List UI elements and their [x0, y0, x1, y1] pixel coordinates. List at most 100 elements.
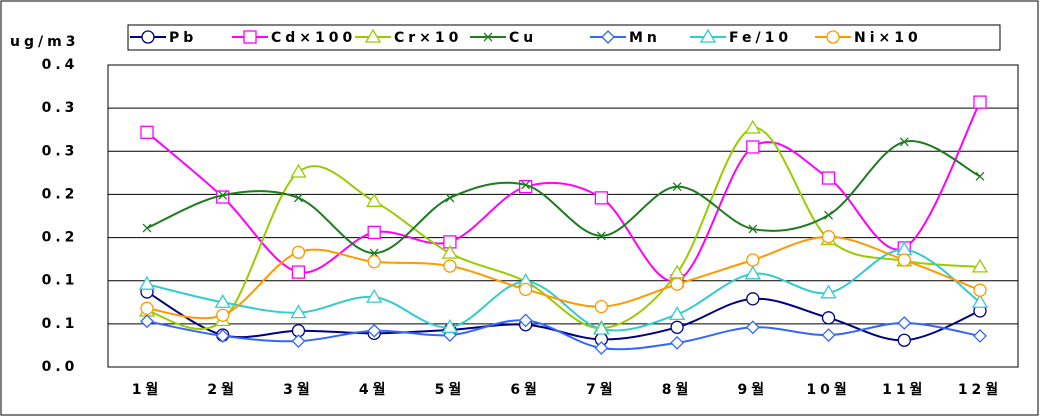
- marker: [290, 304, 307, 319]
- marker: [594, 299, 609, 314]
- marker: [594, 191, 609, 205]
- marker: [971, 258, 989, 273]
- y-tick-label: 0.2: [42, 186, 79, 202]
- x-tick-label: 12월: [958, 381, 1002, 398]
- marker: [746, 253, 760, 267]
- marker: [140, 125, 154, 139]
- marker: [971, 293, 989, 308]
- legend-marker: [483, 32, 493, 42]
- legend-label: Fe/10: [729, 30, 792, 46]
- marker: [746, 140, 760, 154]
- legend-marker: [601, 30, 615, 44]
- marker: [518, 313, 533, 328]
- legend-label: Cr×10: [394, 30, 462, 46]
- legend-marker: [141, 30, 155, 44]
- marker: [443, 259, 457, 273]
- marker: [973, 95, 987, 109]
- marker: [748, 224, 758, 234]
- y-tick-label: 0.1: [42, 273, 79, 289]
- x-tick-label: 4월: [359, 381, 390, 398]
- marker: [897, 333, 911, 347]
- marker: [441, 319, 459, 333]
- marker: [820, 284, 837, 299]
- legend-label: Cu: [509, 30, 537, 46]
- marker: [214, 293, 231, 308]
- marker: [746, 292, 760, 306]
- y-tick-label: 0.4: [42, 57, 79, 73]
- legend-marker: [699, 28, 717, 43]
- marker: [518, 282, 533, 296]
- marker: [973, 329, 987, 343]
- marker: [668, 306, 686, 321]
- marker: [596, 231, 606, 241]
- marker: [973, 283, 987, 297]
- marker: [744, 119, 761, 134]
- plot-area: [107, 64, 1019, 368]
- marker: [291, 334, 306, 349]
- series-line: [146, 291, 981, 342]
- marker: [897, 253, 911, 267]
- marker: [670, 320, 684, 334]
- marker: [366, 288, 383, 303]
- legend-marker: [826, 30, 840, 44]
- marker: [975, 171, 985, 181]
- marker: [290, 163, 307, 178]
- marker: [366, 193, 383, 207]
- legend-label: Pb: [169, 30, 197, 46]
- marker: [441, 244, 459, 259]
- marker: [293, 193, 303, 203]
- y-axis-label: ug/m3: [10, 34, 79, 50]
- y-tick-label: 0.0: [42, 359, 79, 375]
- marker: [216, 308, 230, 322]
- legend-marker: [243, 30, 257, 44]
- marker: [218, 190, 228, 200]
- legend-marker: [364, 28, 382, 43]
- marker: [138, 275, 156, 290]
- x-tick-label: 5월: [435, 381, 466, 398]
- marker: [897, 316, 912, 330]
- marker: [670, 335, 685, 350]
- x-tick-label: 11월: [882, 381, 926, 398]
- y-tick-label: 0.3: [42, 143, 79, 159]
- marker: [824, 210, 834, 220]
- marker: [291, 245, 306, 259]
- marker: [670, 277, 684, 291]
- y-tick-label: 0.1: [42, 316, 79, 332]
- marker: [367, 255, 381, 269]
- y-tick-label: 0.3: [42, 100, 79, 116]
- marker: [140, 314, 154, 329]
- marker: [821, 311, 836, 325]
- x-tick-label: 9월: [738, 381, 769, 398]
- marker: [142, 223, 152, 233]
- marker: [821, 230, 836, 244]
- x-tick-label: 1월: [132, 381, 163, 398]
- x-tick-label: 6월: [510, 381, 541, 398]
- x-tick-label: 3월: [283, 381, 314, 398]
- marker: [899, 137, 909, 147]
- marker: [821, 328, 836, 342]
- marker: [672, 182, 682, 192]
- x-tick-label: 7월: [586, 381, 617, 398]
- x-tick-label: 2월: [207, 381, 238, 398]
- legend-label: Mn: [629, 30, 661, 46]
- marker: [593, 320, 610, 335]
- legend-label: Ni×10: [854, 30, 922, 46]
- x-tick-label: 8월: [662, 381, 693, 398]
- marker: [367, 225, 381, 240]
- marker: [442, 328, 457, 342]
- legend-box: [127, 24, 1001, 51]
- marker: [744, 265, 761, 280]
- marker: [291, 265, 306, 279]
- marker: [821, 171, 836, 185]
- marker: [215, 329, 230, 343]
- marker: [521, 180, 531, 190]
- marker: [594, 341, 609, 355]
- y-tick-label: 0.2: [42, 230, 79, 246]
- x-tick-label: 10월: [806, 381, 850, 398]
- marker: [140, 301, 154, 315]
- marker: [745, 320, 760, 335]
- marker: [445, 193, 455, 203]
- series-line: [146, 235, 981, 320]
- marker: [367, 323, 382, 338]
